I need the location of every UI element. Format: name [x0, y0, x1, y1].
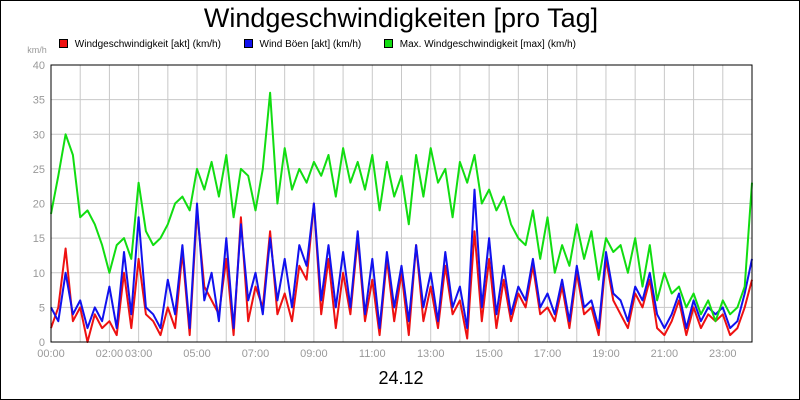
- y-tick-label: 25: [33, 164, 45, 176]
- legend-item-max-windgeschwindigkeit: Max. Windgeschwindigkeit [max] (km/h): [384, 39, 576, 50]
- legend-label-windgeschwindigkeit: Windgeschwindigkeit [akt] (km/h): [74, 39, 221, 50]
- chart-legend: Windgeschwindigkeit [akt] (km/h) Wind Bö…: [59, 39, 596, 50]
- x-tick-label: 05:00: [183, 348, 211, 360]
- y-tick-label: 40: [33, 60, 45, 72]
- x-tick-label: 03:00: [125, 348, 153, 360]
- legend-swatch-windgeschwindigkeit: [59, 39, 68, 48]
- y-tick-label: 20: [33, 199, 45, 211]
- x-axis-label: 24.12: [378, 368, 424, 388]
- x-tick-label: 09:00: [300, 348, 328, 360]
- x-tick-label: 13:00: [417, 348, 445, 360]
- legend-swatch-max-windgeschwindigkeit: [384, 39, 393, 48]
- legend-item-wind-boeen: Wind Böen [akt] (km/h): [243, 39, 362, 50]
- chart-title: Windgeschwindigkeiten [pro Tag]: [203, 3, 599, 33]
- y-tick-label: 10: [33, 268, 45, 280]
- x-tick-label: 17:00: [534, 348, 562, 360]
- y-axis-unit: km/h: [27, 45, 47, 55]
- y-tick-label: 5: [39, 302, 45, 314]
- legend-swatch-wind-boeen: [243, 39, 253, 48]
- legend-item-windgeschwindigkeit: Windgeschwindigkeit [akt] (km/h): [59, 39, 221, 50]
- x-tick-label: 23:00: [709, 348, 737, 360]
- x-tick-label: 15:00: [475, 348, 503, 360]
- series-line-2: [50, 91, 753, 323]
- y-tick-label: 15: [33, 233, 45, 245]
- x-tick-label: 19:00: [592, 348, 620, 360]
- series-line-1: [50, 188, 753, 330]
- legend-label-max-windgeschwindigkeit: Max. Windgeschwindigkeit [max] (km/h): [399, 39, 576, 50]
- legend-label-wind-boeen: Wind Böen [akt] (km/h): [259, 39, 362, 50]
- y-tick-label: 35: [33, 95, 45, 107]
- plot-border: [50, 64, 753, 343]
- x-tick-label: 00:00: [37, 348, 65, 360]
- x-tick-label: 11:00: [359, 348, 386, 360]
- y-tick-label: 30: [33, 129, 45, 141]
- x-tick-label: 21:00: [651, 348, 679, 360]
- x-tick-label: 07:00: [242, 348, 270, 360]
- x-tick-label: 02:00: [96, 348, 124, 360]
- y-tick-label: 0: [39, 337, 45, 349]
